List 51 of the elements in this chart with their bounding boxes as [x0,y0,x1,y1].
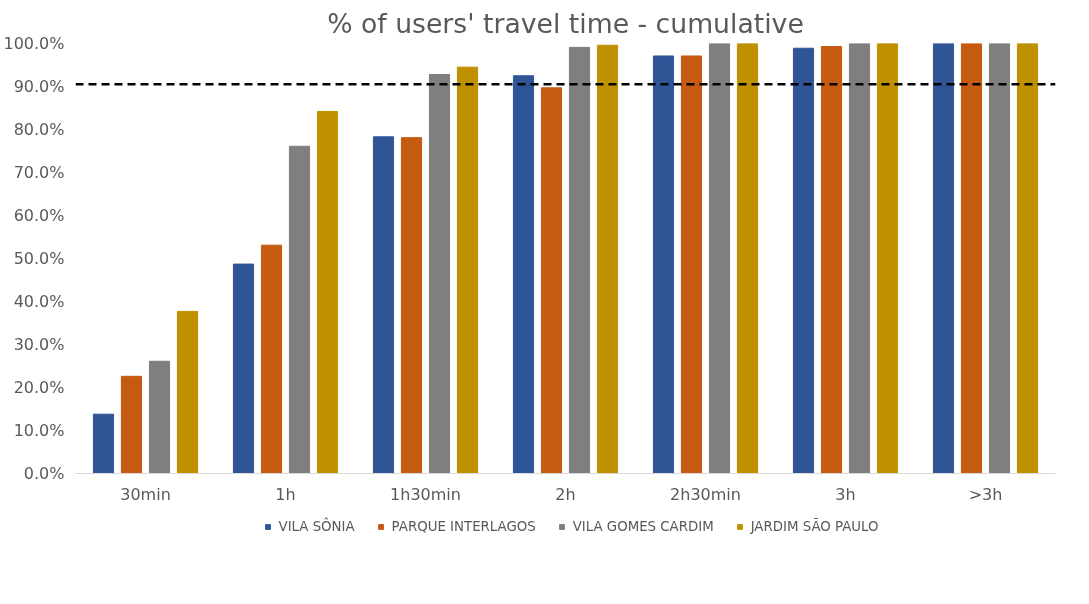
bar [932,43,955,474]
y-tick-label: 90.0% [13,77,65,96]
y-tick-label: 40.0% [13,292,65,311]
x-tick-label: 2h [555,484,576,504]
bar [232,263,255,474]
bar [820,46,843,474]
bar [92,413,115,474]
y-tick-label: 60.0% [13,206,65,225]
y-tick-label: 0.0% [23,464,65,483]
x-tick-label: 2h30min [670,484,741,504]
bar [596,44,619,474]
legend-label: PARQUE INTERLAGOS [391,518,536,534]
y-tick-label: 10.0% [13,421,65,440]
bar [988,43,1011,474]
bar [260,244,283,474]
bar [400,137,423,474]
bar [148,360,171,474]
bar [1016,43,1039,474]
bar [120,375,143,474]
bar [792,47,815,474]
chart-title: % of users' travel time - cumulative [327,7,804,39]
bar [316,110,339,474]
bar [428,73,451,474]
bar [372,136,395,474]
bar [708,43,731,474]
bar [960,43,983,474]
x-tick-label: 1h [275,484,296,504]
y-tick-label: 30.0% [13,335,65,354]
x-tick-label: 3h [835,484,856,504]
bar [568,46,591,474]
bar [456,66,479,474]
y-tick-label: 20.0% [13,378,65,397]
y-tick-label: 70.0% [13,163,65,182]
legend-label: VILA GOMES CARDIM [572,518,714,534]
bar [288,145,311,474]
x-tick-label: >3h [968,484,1003,504]
x-tick-label: 30min [120,484,171,504]
bar [848,43,871,474]
legend-label: JARDIM SÃO PAULO [750,518,879,534]
y-tick-label: 80.0% [13,120,65,139]
bar [512,75,535,474]
bar [736,43,759,474]
y-tick-label: 100.0% [3,34,65,53]
legend-label: VILA SÔNIA [278,518,355,534]
bar [680,55,703,474]
y-tick-label: 50.0% [13,249,65,268]
x-tick-label: 1h30min [390,484,461,504]
bar [876,43,899,474]
bar [652,55,675,474]
bar [540,87,563,474]
bar [176,310,199,474]
